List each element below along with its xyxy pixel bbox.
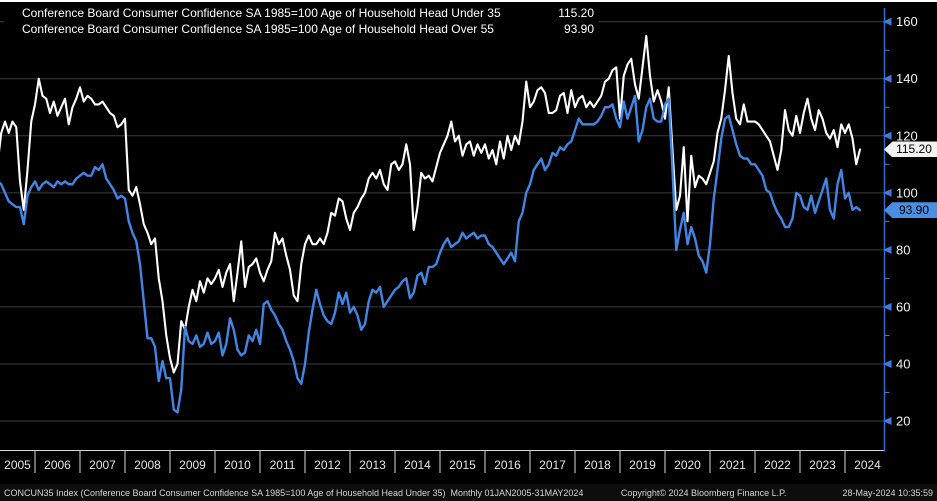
- last-price-badge-under-35[interactable]: 115.20: [884, 141, 937, 158]
- x-axis-year-label: 2005: [4, 458, 31, 472]
- y-axis-tick-arrow-icon: [883, 74, 892, 83]
- x-axis-year-label: 2010: [224, 458, 251, 472]
- y-axis-tick-label: 160: [896, 14, 918, 29]
- x-axis-year-label: 2015: [449, 458, 476, 472]
- x-axis-year-label: 2021: [719, 458, 746, 472]
- y-axis-tick-label: 20: [896, 413, 910, 428]
- x-axis-year-label: 2020: [674, 458, 701, 472]
- x-axis-year-label: 2013: [359, 458, 386, 472]
- series-line-under-35[interactable]: [0, 34, 862, 374]
- x-axis-year-label: 2023: [809, 458, 836, 472]
- legend-swatch-over-55-icon: [6, 24, 16, 34]
- legend-value-under-35: 115.20: [558, 5, 594, 20]
- x-axis-year-label: 2017: [539, 458, 566, 472]
- y-axis-tick-arrow-icon: [883, 188, 892, 197]
- y-axis-tick-arrow-icon: [883, 302, 892, 311]
- y-axis-tick-label: 60: [896, 299, 910, 314]
- x-axis-year-label: 2011: [270, 458, 296, 472]
- x-axis-year-label: 2022: [764, 458, 791, 472]
- last-price-badge-over-55[interactable]: 93.90: [884, 202, 937, 219]
- y-axis-tick-label: 120: [896, 128, 918, 143]
- y-axis-tick-arrow-icon: [883, 416, 892, 425]
- x-axis-year-label: 2018: [584, 458, 611, 472]
- x-axis-year-label: 2006: [44, 458, 71, 472]
- x-axis-year-label: 2012: [314, 458, 341, 472]
- y-axis-tick-arrow-icon: [883, 131, 892, 140]
- y-axis-tick-label: 140: [896, 71, 918, 86]
- legend-label-over-55: Conference Board Consumer Confidence SA …: [22, 21, 494, 36]
- x-axis-year-label: 2008: [134, 458, 161, 472]
- status-ticker-description: CONCUN35 Index (Conference Board Consume…: [4, 487, 584, 498]
- legend-row-over-55[interactable]: Conference Board Consumer Confidence SA …: [4, 21, 598, 37]
- x-axis-year-label: 2014: [404, 458, 431, 472]
- x-axis-year-label: 2024: [854, 458, 881, 472]
- status-datetime: 28-May-2024 10:35:59: [842, 487, 933, 498]
- chart-legend: Conference Board Consumer Confidence SA …: [4, 5, 598, 37]
- status-bar: CONCUN35 Index (Conference Board Consume…: [0, 484, 937, 501]
- x-axis-year-label: 2019: [629, 458, 656, 472]
- legend-swatch-under-35-icon: [6, 8, 16, 18]
- x-axis-year-label: 2009: [179, 458, 206, 472]
- y-axis-tick-arrow-icon: [883, 17, 892, 26]
- status-copyright: Copyright© 2024 Bloomberg Finance L.P.: [620, 487, 787, 498]
- legend-value-over-55: 93.90: [563, 21, 594, 36]
- y-axis-tick-label: 40: [896, 356, 910, 371]
- legend-label-under-35: Conference Board Consumer Confidence SA …: [22, 5, 501, 20]
- y-axis-tick-arrow-icon: [883, 359, 892, 368]
- x-axis-year-label: 2016: [494, 458, 521, 472]
- y-axis-tick-label: 80: [896, 242, 910, 257]
- top-border-line: [0, 0, 937, 2]
- y-axis-tick-label: 100: [896, 185, 918, 200]
- series-line-over-55[interactable]: [0, 94, 862, 414]
- y-axis-tick-arrow-icon: [883, 245, 892, 254]
- x-axis-year-label: 2007: [89, 458, 116, 472]
- legend-row-under-35[interactable]: Conference Board Consumer Confidence SA …: [4, 5, 598, 21]
